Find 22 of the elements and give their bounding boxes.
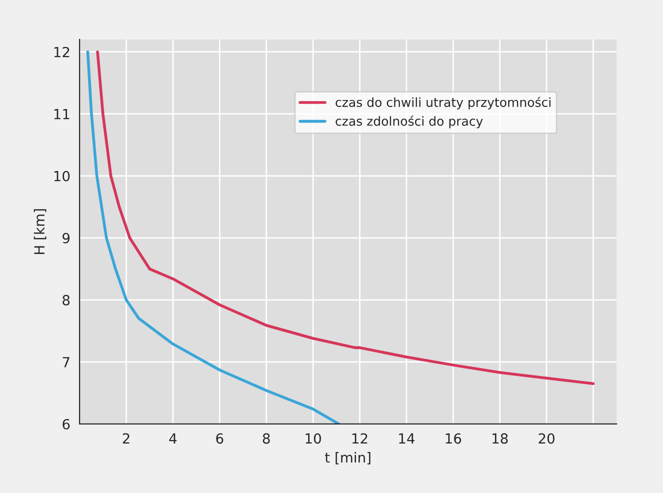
y-tick-label: 8: [62, 294, 70, 306]
x-tick-label: 4: [169, 433, 177, 444]
x-tick-label: 10: [306, 433, 321, 444]
x-tick-label: 6: [216, 433, 224, 444]
x-tick-label: 12: [352, 433, 368, 444]
y-axis-title: H [km]: [34, 209, 46, 254]
x-tick-label: 16: [446, 433, 462, 444]
y-tick-label: 10: [54, 170, 70, 182]
x-tick-label: 8: [262, 433, 270, 444]
x-tick-label: 2: [122, 433, 130, 444]
y-tick-label: 7: [62, 357, 70, 368]
legend-label: czas zdolności do pracy: [336, 116, 483, 128]
legend-label: czas do chwili utraty przytomności: [336, 96, 550, 110]
y-tick-label: 11: [54, 109, 70, 120]
y-tick-label: 6: [62, 418, 70, 430]
x-tick-label: 18: [492, 433, 508, 444]
y-tick-label: 12: [54, 46, 70, 58]
line-series: [96, 50, 595, 386]
x-tick-label: 14: [399, 433, 415, 444]
y-tick-label: 9: [62, 232, 70, 244]
x-tick-label: 20: [538, 433, 554, 444]
x-axis-title: t [min]: [325, 452, 370, 464]
